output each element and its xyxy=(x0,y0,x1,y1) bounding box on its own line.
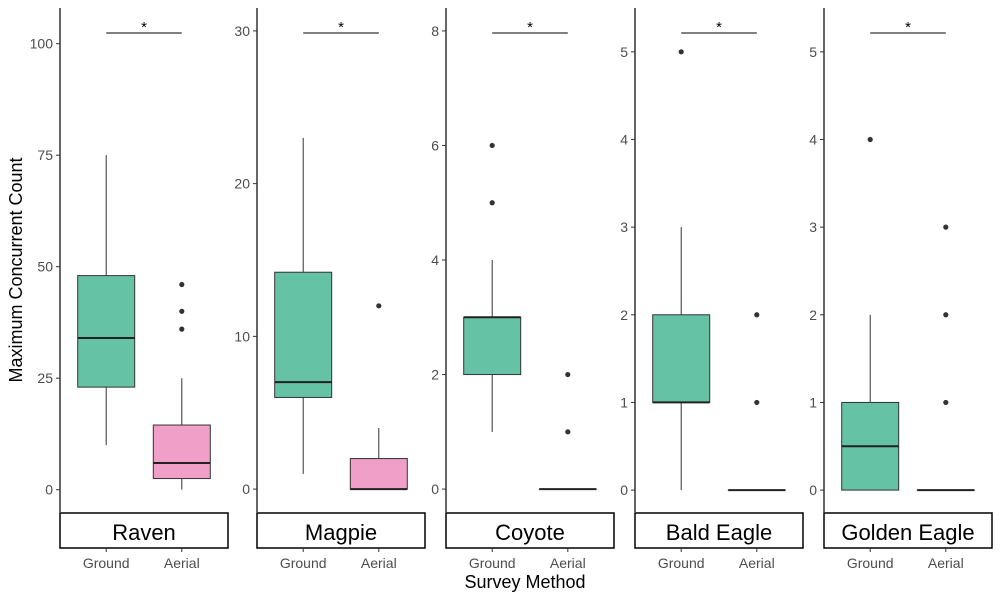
outlier-point xyxy=(754,312,759,317)
x-tick-label: Aerial xyxy=(361,555,397,571)
y-tick-label: 4 xyxy=(620,131,628,147)
y-tick-label: 0 xyxy=(242,481,250,497)
outlier-point xyxy=(565,429,570,434)
y-tick-label: 100 xyxy=(30,36,54,52)
panel-title: Bald Eagle xyxy=(666,520,772,545)
outlier-point xyxy=(868,137,873,142)
y-tick-label: 2 xyxy=(431,367,439,383)
significance-label: * xyxy=(527,19,533,36)
significance-label: * xyxy=(716,19,722,36)
outlier-point xyxy=(754,400,759,405)
outlier-point xyxy=(490,143,495,148)
y-tick-label: 6 xyxy=(431,137,439,153)
panel-title: Golden Eagle xyxy=(841,520,974,545)
y-tick-label: 1 xyxy=(809,394,817,410)
outlier-point xyxy=(179,309,184,314)
significance-label: * xyxy=(338,19,344,36)
outlier-point xyxy=(943,400,948,405)
box xyxy=(275,272,332,397)
outlier-point xyxy=(376,303,381,308)
panel-title: Raven xyxy=(112,520,176,545)
x-axis-label: Survey Method xyxy=(464,572,585,592)
x-tick-label: Aerial xyxy=(164,555,200,571)
y-tick-label: 30 xyxy=(234,23,250,39)
panel-raven: 0 25 50 75 100 * Raven Ground Aerial xyxy=(30,8,228,571)
x-tick-label: Ground xyxy=(658,555,705,571)
y-tick-label: 0 xyxy=(809,482,817,498)
y-tick-label: 10 xyxy=(234,328,250,344)
panel-title: Coyote xyxy=(495,520,565,545)
outlier-point xyxy=(179,327,184,332)
outlier-point xyxy=(565,372,570,377)
y-tick-label: 1 xyxy=(620,394,628,410)
panel-coyote: 0 2 4 6 8 * Coyote Ground Aerial xyxy=(431,8,614,571)
panel-magpie: 0 10 20 30 * Magpie Ground Aerial xyxy=(234,8,425,571)
y-tick-label: 4 xyxy=(431,252,439,268)
y-tick-label: 0 xyxy=(431,481,439,497)
box xyxy=(78,276,135,388)
box xyxy=(350,459,407,490)
x-tick-label: Aerial xyxy=(739,555,775,571)
x-tick-label: Aerial xyxy=(550,555,586,571)
x-tick-label: Aerial xyxy=(928,555,964,571)
y-tick-label: 3 xyxy=(620,219,628,235)
x-tick-label: Ground xyxy=(469,555,516,571)
y-tick-label: 2 xyxy=(620,307,628,323)
y-tick-label: 0 xyxy=(620,482,628,498)
box xyxy=(153,425,210,479)
y-tick-label: 2 xyxy=(809,307,817,323)
y-tick-label: 50 xyxy=(37,259,53,275)
outlier-point xyxy=(943,225,948,230)
panel-golden-eagle: 0 1 2 3 4 5 * Golden Eagle Ground Aerial xyxy=(809,8,992,571)
y-tick-label: 4 xyxy=(809,131,817,147)
box xyxy=(464,317,521,374)
outlier-point xyxy=(490,200,495,205)
outlier-point xyxy=(943,312,948,317)
x-tick-label: Ground xyxy=(83,555,130,571)
significance-label: * xyxy=(141,19,147,36)
panel-bald-eagle: 0 1 2 3 4 5 * Bald Eagle Ground Aerial xyxy=(620,8,803,571)
x-tick-label: Ground xyxy=(280,555,327,571)
y-tick-label: 0 xyxy=(45,482,53,498)
panel-title: Magpie xyxy=(305,520,377,545)
y-axis-label: Maximum Concurrent Count xyxy=(6,157,26,382)
y-tick-label: 75 xyxy=(37,147,53,163)
y-tick-label: 5 xyxy=(620,44,628,60)
y-tick-label: 8 xyxy=(431,23,439,39)
outlier-point xyxy=(679,49,684,54)
box xyxy=(653,315,710,403)
significance-label: * xyxy=(905,19,911,36)
x-tick-label: Ground xyxy=(847,555,894,571)
y-tick-label: 3 xyxy=(809,219,817,235)
y-tick-label: 25 xyxy=(37,370,53,386)
y-tick-label: 5 xyxy=(809,44,817,60)
outlier-point xyxy=(179,282,184,287)
y-tick-label: 20 xyxy=(234,176,250,192)
